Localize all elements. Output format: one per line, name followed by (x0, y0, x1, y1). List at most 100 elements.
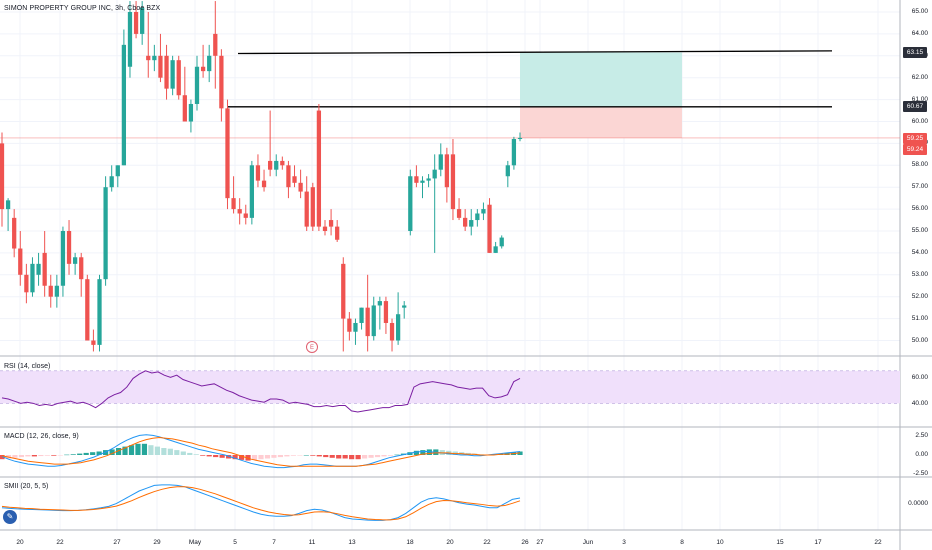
candle-body (48, 285, 53, 297)
macd-histogram-bar (167, 448, 173, 455)
candle-body (200, 66, 206, 72)
date-axis-label: 27 (536, 539, 544, 546)
macd-histogram-bar (193, 454, 199, 455)
macd-histogram-bar (426, 449, 432, 455)
price-axis-label: 62.00 (911, 73, 928, 81)
macd-histogram-bar (342, 455, 348, 459)
candle-body (66, 231, 72, 264)
macd-histogram-bar (0, 455, 5, 460)
candle-body (5, 200, 11, 210)
macd-histogram-bar (316, 455, 322, 457)
candle-body (493, 246, 498, 253)
price-axis-label: 54.00 (911, 248, 928, 256)
macd-histogram-bar (387, 455, 394, 456)
macd-histogram-bar (238, 455, 245, 460)
macd-histogram-bar (381, 455, 387, 457)
profit-zone (520, 52, 682, 107)
tradingview-logo-icon[interactable]: ✎ (3, 510, 17, 524)
price-axis-label: 58.00 (911, 161, 928, 169)
price-axis-label: 51.00 (911, 314, 928, 322)
candle-body (292, 176, 297, 183)
candle-body (389, 322, 395, 341)
macd-signal-line (1, 436, 521, 467)
smii-signal-line (1, 486, 521, 521)
target-price-tag: 63.15 (903, 47, 927, 58)
date-axis-label: May (188, 539, 202, 546)
macd-histogram-bar (413, 450, 419, 455)
macd-histogram-bar (258, 455, 264, 460)
macd-histogram-bar (226, 455, 232, 459)
rsi-band (0, 370, 900, 404)
macd-histogram-bar (96, 451, 102, 455)
candle-body (158, 55, 163, 78)
macd-histogram-bar (174, 450, 180, 455)
macd-histogram-bar (394, 454, 400, 456)
macd-histogram-bar (18, 455, 25, 458)
macd-histogram-bar (355, 455, 361, 460)
price-axis-label: 53.00 (911, 270, 928, 278)
price-axis-label: 61.00 (911, 95, 928, 103)
macd-histogram-bar (122, 446, 128, 455)
candle-body (121, 44, 127, 166)
price-axis-label: 52.00 (911, 292, 928, 300)
candle-body (280, 160, 285, 166)
date-axis-label: 22 (874, 539, 882, 546)
macd-histogram-bar (362, 455, 368, 459)
date-axis-label: 10 (716, 539, 724, 546)
candle-body (335, 226, 340, 240)
candle-body (18, 248, 23, 275)
candle-body (450, 154, 456, 210)
macd-histogram-bar (25, 455, 31, 457)
macd-histogram-bar (219, 455, 225, 458)
macd-histogram-bar (264, 455, 271, 459)
candle-body (408, 176, 413, 231)
candle-body (36, 263, 41, 275)
macd-histogram-bar (57, 455, 63, 456)
loss-zone (520, 106, 682, 138)
price-axis-label: 65.00 (911, 8, 928, 15)
candle-body (328, 220, 334, 227)
macd-histogram-bar (77, 453, 83, 455)
candle-body (359, 307, 364, 323)
entry-price-tag: 60.67 (903, 101, 927, 112)
date-axis-label: Jun (582, 539, 594, 546)
candle-body (463, 217, 468, 227)
candle-body (140, 7, 145, 34)
earnings-badge[interactable]: E (306, 341, 318, 353)
candle-body (286, 165, 291, 188)
date-axis-label: 29 (153, 539, 161, 546)
candle-body (249, 165, 254, 218)
candle-body (469, 220, 474, 227)
date-axis-label: 20 (16, 539, 24, 546)
candle-body (225, 108, 230, 199)
candle-body (146, 55, 151, 61)
macd-histogram-bar (251, 455, 258, 460)
macd-histogram-bar (284, 455, 290, 457)
macd-histogram-bar (310, 455, 316, 456)
candle-body (432, 169, 437, 179)
candle-body (133, 12, 139, 34)
candle-body (304, 191, 309, 227)
candle-body (207, 55, 212, 72)
candle-body (268, 160, 273, 170)
macd-histogram-bar (323, 455, 329, 458)
price-axis-label: 56.00 (911, 205, 928, 213)
date-axis-label: 22 (483, 539, 491, 546)
macd-histogram-bar (51, 455, 57, 456)
macd-histogram-bar (38, 455, 44, 457)
candle-body (481, 209, 486, 214)
candle-body (347, 318, 352, 332)
candle-body (395, 314, 401, 341)
macd-histogram-bar (368, 455, 374, 458)
candle-body (213, 33, 218, 56)
macd-histogram-bar (187, 452, 193, 455)
price-axis-label: 57.00 (911, 183, 928, 191)
macd-histogram-bar (290, 455, 296, 456)
candle-body (438, 154, 443, 170)
macd-histogram-bar (44, 455, 50, 456)
candle-body (85, 279, 90, 341)
macd-histogram-bar (200, 455, 206, 456)
candle-body (79, 257, 84, 280)
